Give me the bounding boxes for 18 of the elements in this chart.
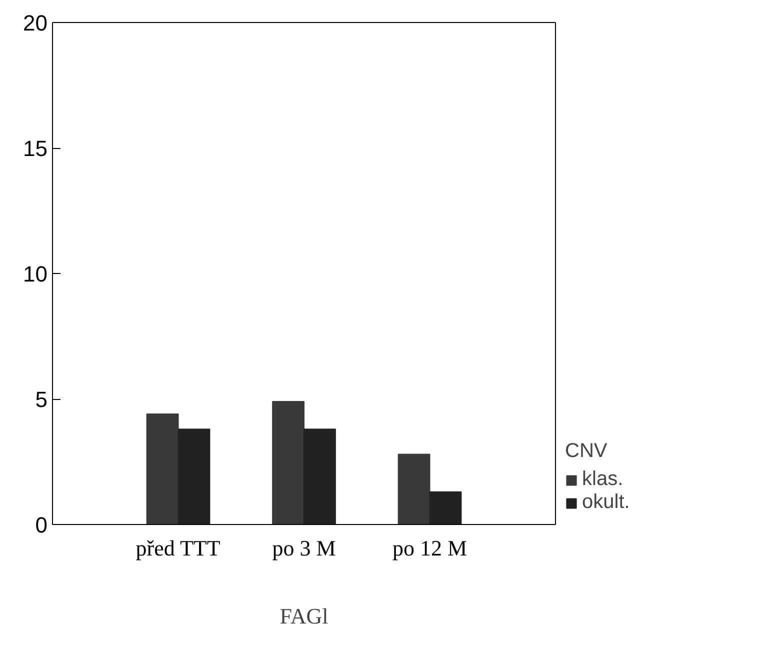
legend-label: klas.	[582, 468, 624, 491]
y-tick-label: 15	[23, 136, 48, 161]
legend-label: okult.	[582, 491, 630, 514]
bar	[429, 491, 462, 524]
y-tick-label: 5	[35, 387, 48, 412]
y-tick-label: 0	[35, 512, 48, 538]
x-axis-title: FAGl	[280, 604, 328, 628]
y-tick-label: 20	[23, 10, 48, 36]
y-tick-label: 10	[23, 262, 48, 286]
x-tick-label: před TTT	[136, 536, 221, 560]
bar	[178, 428, 210, 524]
bar	[272, 401, 304, 524]
bar	[146, 414, 179, 524]
x-tick-label: po 12 M	[392, 536, 468, 560]
bar	[398, 454, 430, 524]
legend-title: CNV	[565, 440, 608, 463]
bar	[304, 428, 336, 524]
x-tick-label: po 3 M	[272, 536, 336, 560]
